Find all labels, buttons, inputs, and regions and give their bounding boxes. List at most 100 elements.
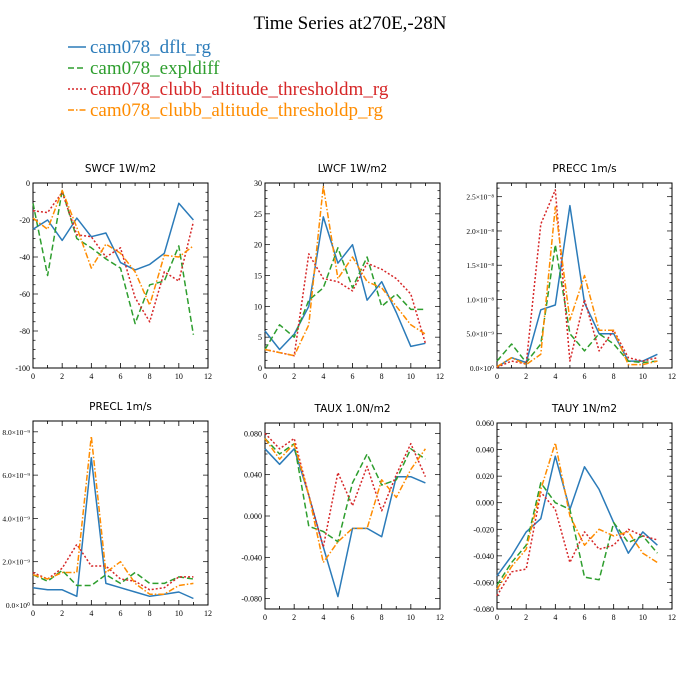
series-line xyxy=(32,202,194,271)
y-tick-label: -0.080 xyxy=(241,595,262,604)
series-line xyxy=(496,243,658,364)
series-line xyxy=(264,438,427,564)
x-tick-label: 6 xyxy=(119,372,123,381)
x-tick-label: 0 xyxy=(495,613,499,622)
y-tick-label: 30 xyxy=(254,179,262,188)
x-tick-label: 2 xyxy=(292,613,296,622)
y-tick-label: 0.040 xyxy=(244,471,262,480)
x-tick-label: 4 xyxy=(321,372,325,381)
y-tick-label: 10 xyxy=(254,302,262,311)
x-tick-label: 6 xyxy=(351,613,355,622)
x-tick-label: 4 xyxy=(89,372,93,381)
y-tick-label: 0.0×10⁰ xyxy=(6,601,30,610)
chart-panel: PRECC 1m/s 0 2 4 6 8 10 12 0.0×10⁰ 5.0×10⁻⁹ 1.0×10… xyxy=(466,163,676,381)
x-tick-label: 6 xyxy=(583,613,587,622)
x-tick-label: 8 xyxy=(612,372,616,381)
y-tick-label: -20 xyxy=(19,216,30,225)
y-tick-label: 0.080 xyxy=(244,429,262,438)
x-tick-label: 2 xyxy=(524,372,528,381)
series-line xyxy=(496,204,658,368)
x-tick-label: 4 xyxy=(89,609,93,618)
x-tick-label: 12 xyxy=(668,613,676,622)
x-tick-label: 4 xyxy=(321,613,325,622)
x-tick-label: 0 xyxy=(263,613,267,622)
series-line xyxy=(264,185,426,357)
y-tick-label: -40 xyxy=(19,253,30,262)
y-tick-label: 20 xyxy=(254,241,262,250)
chart-panel: LWCF 1W/m2 0 2 4 6 8 10 12 0 5 10 15 20 25 30 xyxy=(254,163,444,381)
y-tick-label: 0.0×10⁰ xyxy=(470,364,494,373)
legend-entry: cam078_clubb_altitude_thresholdp_rg xyxy=(68,100,384,121)
x-tick-label: 0 xyxy=(31,372,35,381)
series-line xyxy=(264,216,426,351)
chart-title: LWCF 1W/m2 xyxy=(318,163,388,175)
series-line xyxy=(496,455,658,577)
x-tick-label: 10 xyxy=(175,609,183,618)
y-tick-label: 2.5×10⁻⁸ xyxy=(466,193,494,202)
y-tick-label: -0.060 xyxy=(473,578,494,587)
y-tick-label: 1.5×10⁻⁸ xyxy=(466,261,494,270)
y-tick-label: 4.0×10⁻⁹ xyxy=(2,514,30,523)
panels: SWCF 1W/m20 2 4 6 8 10 12-100-80-60-40-200LWCF… xyxy=(2,163,676,622)
y-tick-label: 0.040 xyxy=(476,446,494,455)
series-line xyxy=(32,569,194,587)
x-tick-label: 2 xyxy=(292,372,296,381)
y-tick-label: 2.0×10⁻⁸ xyxy=(466,227,494,236)
x-tick-label: 12 xyxy=(204,609,212,618)
x-tick-label: 6 xyxy=(583,372,587,381)
legend: cam078_dflt_rg cam078_expldiff cam078_cl… xyxy=(68,37,389,121)
legend-label: cam078_dflt_rg xyxy=(90,37,212,58)
legend-label: cam078_clubb_altitude_thresholdm_rg xyxy=(90,79,389,100)
y-tick-label: 0.000 xyxy=(244,512,262,521)
x-tick-label: 8 xyxy=(148,609,152,618)
y-tick-label: 8.0×10⁻⁹ xyxy=(2,428,30,437)
y-tick-label: 0.060 xyxy=(476,419,494,428)
x-tick-label: 8 xyxy=(612,613,616,622)
series-line xyxy=(264,448,426,598)
y-tick-label: -0.040 xyxy=(241,553,262,562)
y-tick-label: 0.000 xyxy=(476,499,494,508)
chart-panel: SWCF 1W/m2 0 2 4 6 8 10 12 -100 -80 -60 -40 -20 0 xyxy=(15,163,212,381)
chart-panel: TAUX 1.0N/m2 0 2 4 6 8 10 12 -0.080 -0.040 0.000 0.… xyxy=(241,403,444,622)
x-tick-label: 10 xyxy=(639,613,647,622)
y-tick-label: 6.0×10⁻⁹ xyxy=(2,471,30,480)
series-line xyxy=(496,206,658,368)
chart-title: TAUY 1N/m2 xyxy=(551,403,617,415)
x-tick-label: 10 xyxy=(407,372,415,381)
series-line xyxy=(264,253,427,357)
chart-title: SWCF 1W/m2 xyxy=(85,163,156,175)
x-tick-label: 6 xyxy=(119,609,123,618)
x-tick-label: 10 xyxy=(639,372,647,381)
legend-entry: cam078_dflt_rg xyxy=(68,37,212,58)
x-tick-label: 10 xyxy=(175,372,183,381)
x-tick-label: 2 xyxy=(60,609,64,618)
x-tick-label: 12 xyxy=(668,372,676,381)
chart-panel: TAUY 1N/m2 0 2 4 6 8 10 12 -0.080 -0.060 -0.040 -0.… xyxy=(473,403,676,622)
y-tick-label: 15 xyxy=(254,272,262,281)
x-tick-label: 2 xyxy=(524,613,528,622)
x-tick-label: 8 xyxy=(380,372,384,381)
y-tick-label: 5 xyxy=(258,333,262,342)
x-tick-label: 12 xyxy=(436,613,444,622)
y-tick-label: 5.0×10⁻⁹ xyxy=(466,330,494,339)
x-tick-label: 0 xyxy=(495,372,499,381)
y-tick-label: 25 xyxy=(254,210,262,219)
series-line xyxy=(32,457,194,600)
series-line xyxy=(264,432,427,548)
chart-title: PRECL 1m/s xyxy=(89,401,152,413)
series-line xyxy=(32,191,195,323)
series-line xyxy=(496,189,658,368)
series-line xyxy=(32,543,194,591)
x-tick-label: 8 xyxy=(148,372,152,381)
legend-label: cam078_expldiff xyxy=(90,58,220,79)
x-tick-label: 8 xyxy=(380,613,384,622)
series-line xyxy=(32,435,194,595)
x-tick-label: 12 xyxy=(436,372,444,381)
x-tick-label: 0 xyxy=(31,609,35,618)
legend-label: cam078_clubb_altitude_thresholdp_rg xyxy=(90,100,384,121)
y-tick-label: 2.0×10⁻⁹ xyxy=(2,558,30,567)
x-tick-label: 10 xyxy=(407,613,415,622)
series-line xyxy=(496,482,658,586)
legend-entry: cam078_expldiff xyxy=(68,58,220,79)
